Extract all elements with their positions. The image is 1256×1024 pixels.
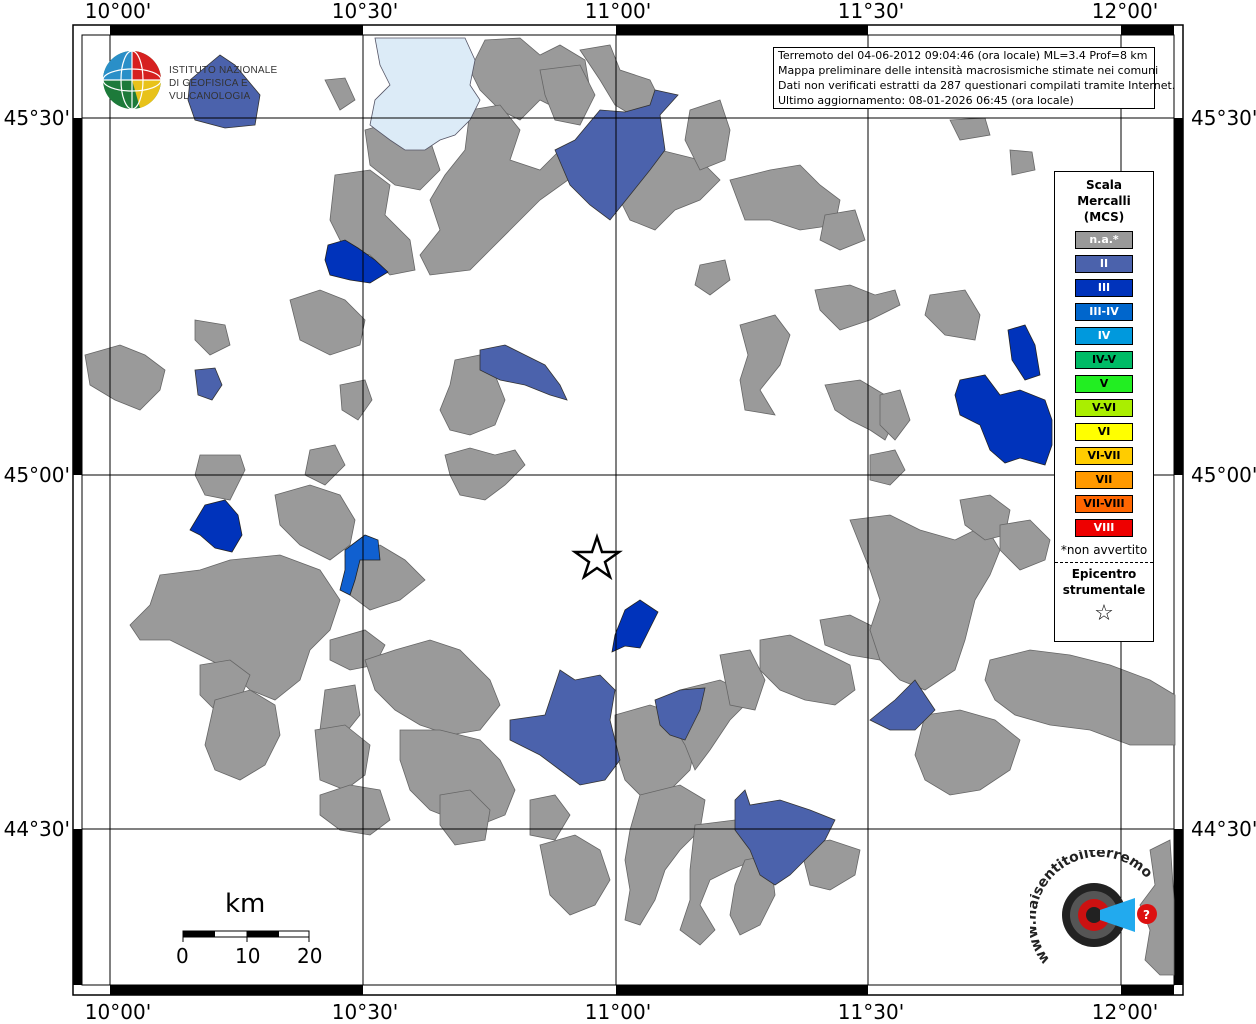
scale-bar-title: km	[225, 889, 266, 919]
legend-item: II	[1075, 255, 1133, 273]
scale-bar	[182, 930, 310, 942]
lat-label: 45°00'	[1191, 463, 1256, 487]
svg-text:www.haisentitoilterremoto.it: www.haisentitoilterremoto.it	[1030, 850, 1156, 967]
legend-title-line: (MCS)	[1083, 210, 1125, 224]
legend-item: III	[1075, 279, 1133, 297]
event-info-line: Ultimo aggiornamento: 08-01-2026 06:45 (…	[778, 94, 1074, 107]
lon-label: 10°00'	[85, 1000, 151, 1024]
lon-label: 10°30'	[332, 1000, 398, 1024]
ingv-line2: DI GEOFISICA E VULCANOLOGIA	[169, 78, 251, 102]
watermark-text: www.haisentitoilterremoto.it	[1030, 850, 1156, 967]
lat-labels-right: 45°30' 45°00' 44°30'	[1191, 106, 1256, 841]
ingv-name: ISTITUTO NAZIONALE DI GEOFISICA E VULCAN…	[169, 64, 330, 103]
watermark-url: www.haisentitoilterremoto.it	[1030, 850, 1156, 967]
legend-item: VII	[1075, 471, 1133, 489]
lat-label: 44°30'	[1191, 817, 1256, 841]
epicenter-star	[571, 533, 623, 581]
legend-items: n.a.* II III III-IV IV IV-V V V-VI VI VI-VII VII VI…	[1055, 231, 1153, 537]
lat-label: 45°30'	[4, 106, 70, 130]
event-info-line: Dati non verificati estratti da 287 ques…	[778, 79, 1176, 92]
event-info-line: Mappa preliminare delle intensità macros…	[778, 64, 1159, 77]
lat-label: 44°30'	[4, 817, 70, 841]
lon-label: 10°30'	[332, 0, 398, 23]
legend-epicenter-line: Epicentro	[1071, 567, 1137, 581]
municipalities-intensity-III	[189, 239, 1053, 653]
legend-item: n.a.*	[1075, 231, 1133, 249]
lon-label: 11°30'	[838, 0, 904, 23]
scale-bar-label: 0	[176, 944, 189, 968]
legend-epicenter-label: Epicentro strumentale	[1055, 566, 1153, 598]
watermark-logo: ?	[1062, 883, 1157, 947]
ingv-logo: ISTITUTO NAZIONALE DI GEOFISICA E VULCAN…	[100, 48, 330, 112]
legend-title: Scala Mercalli (MCS)	[1055, 177, 1153, 225]
legend-item: V-VI	[1075, 399, 1133, 417]
legend-item: IV-V	[1075, 351, 1133, 369]
legend-title-line: Mercalli	[1077, 194, 1131, 208]
lat-label: 45°00'	[4, 463, 70, 487]
ingv-line1: ISTITUTO NAZIONALE	[169, 65, 278, 76]
legend-item: IV	[1075, 327, 1133, 345]
event-info-line: Terremoto del 04-06-2012 09:04:46 (ora l…	[778, 49, 1148, 62]
municipalities-na	[84, 37, 1176, 976]
lon-labels-top: 10°00' 10°30' 11°00' 11°30' 12°00'	[85, 0, 1158, 23]
lat-label: 45°30'	[1191, 106, 1256, 130]
legend-item: VI-VII	[1075, 447, 1133, 465]
lon-label: 12°00'	[1092, 1000, 1158, 1024]
legend-item: VI	[1075, 423, 1133, 441]
municipalities-intensity-II	[187, 54, 936, 886]
legend-separator	[1055, 562, 1153, 563]
lon-label: 11°30'	[838, 1000, 904, 1024]
lon-labels-bottom: 10°00' 10°30' 11°00' 11°30' 12°00'	[85, 1000, 1158, 1024]
intensity-legend: Scala Mercalli (MCS) n.a.* II III III-IV IV I…	[1054, 171, 1154, 642]
scale-bar-label: 20	[297, 944, 323, 968]
lon-label: 11°00'	[585, 0, 651, 23]
scale-bar-label: 10	[235, 944, 261, 968]
municipality-intensity-III-IV	[339, 534, 381, 596]
legend-title-line: Scala	[1085, 178, 1123, 192]
svg-text:?: ?	[1143, 908, 1150, 922]
lon-label: 12°00'	[1092, 0, 1158, 23]
legend-item: V	[1075, 375, 1133, 393]
legend-item: VIII	[1075, 519, 1133, 537]
lat-labels-left: 45°30' 45°00' 44°30'	[4, 106, 70, 841]
lon-label: 11°00'	[585, 1000, 651, 1024]
lon-label: 10°00'	[85, 0, 151, 23]
frame-ticks	[73, 25, 1183, 995]
legend-note: *non avvertito	[1060, 543, 1148, 557]
legend-item: VII-VIII	[1075, 495, 1133, 513]
legend-item: III-IV	[1075, 303, 1133, 321]
globe-icon	[102, 50, 162, 110]
legend-star-icon: ☆	[1094, 601, 1114, 626]
lake-polygon	[369, 37, 481, 151]
legend-epicenter-line: strumentale	[1062, 583, 1146, 597]
event-info-box: Terremoto del 04-06-2012 09:04:46 (ora l…	[773, 47, 1176, 109]
